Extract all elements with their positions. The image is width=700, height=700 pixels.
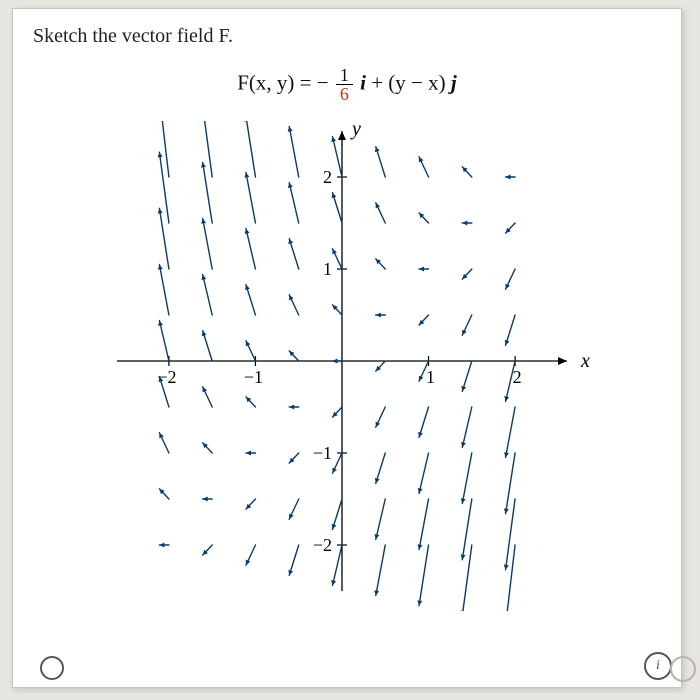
formula-minus: − (317, 70, 334, 94)
formula-lhs: F(x, y) = (237, 70, 317, 94)
svg-text:y: y (350, 121, 361, 140)
svg-text:1: 1 (426, 367, 435, 387)
decorative-circle (670, 656, 696, 682)
info-icon[interactable]: i (644, 652, 672, 680)
vector-field-plot: −2−112−2−112xy (97, 121, 597, 611)
question-card: Sketch the vector field F. F(x, y) = − 1… (12, 8, 682, 688)
svg-text:−1: −1 (244, 367, 263, 387)
fraction-numerator: 1 (336, 66, 353, 85)
formula-i: i (360, 70, 366, 94)
svg-text:−2: −2 (313, 535, 332, 555)
prompt-text: Sketch the vector field F. (33, 25, 661, 48)
fraction-denominator: 6 (336, 85, 353, 103)
formula-j: j (451, 70, 457, 94)
svg-text:x: x (580, 350, 590, 372)
plot-svg: −2−112−2−112xy (97, 121, 597, 611)
svg-text:1: 1 (323, 259, 332, 279)
answer-radio[interactable] (40, 656, 64, 680)
vector-field-formula: F(x, y) = − 1 6 i + (y − x) j (33, 66, 661, 103)
svg-text:−1: −1 (313, 443, 332, 463)
formula-fraction: 1 6 (336, 66, 353, 103)
formula-mid: + (y − x) (371, 70, 445, 94)
svg-text:2: 2 (323, 167, 332, 187)
svg-text:2: 2 (513, 367, 522, 387)
